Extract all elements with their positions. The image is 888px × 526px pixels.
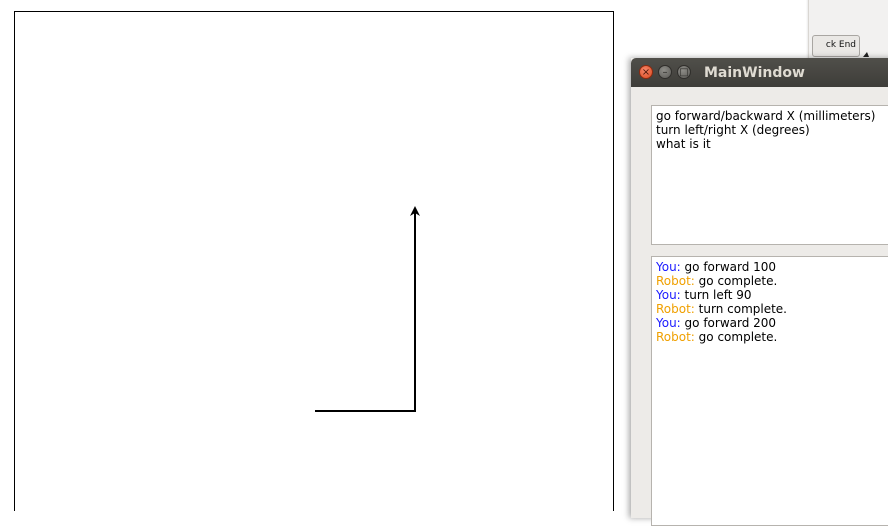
chat-log[interactable]: You: go forward 100 Robot: go complete. Yo… [651,256,888,526]
background-button-label: ck End [825,40,856,50]
chat-speaker: You: [656,260,681,274]
chat-message: go complete. [694,330,778,344]
chat-message: go forward 100 [680,260,777,274]
chat-message: turn left 90 [680,288,752,302]
background-window: ck End [808,0,888,60]
chat-message: go complete. [694,274,778,288]
title-bar[interactable]: × – □ MainWindow [631,58,888,87]
help-line: what is it [656,137,711,151]
chat-speaker: You: [656,316,681,330]
chat-line: Robot: turn complete. [656,302,888,316]
background-window-button[interactable]: ck End [812,35,860,57]
chat-speaker: Robot: [656,302,695,316]
chat-line: Robot: go complete. [656,274,888,288]
help-line: turn left/right X (degrees) [656,123,810,137]
chat-message: go forward 200 [680,316,777,330]
chat-line: You: go forward 100 [656,260,888,274]
minimize-icon[interactable]: – [658,65,672,79]
robot-path-line [315,206,420,412]
maximize-icon[interactable]: □ [677,65,691,79]
mouse-cursor-icon [863,52,869,57]
chat-line: You: turn left 90 [656,288,888,302]
chat-speaker: You: [656,288,681,302]
help-line: go forward/backward X (millimeters) [656,109,876,123]
chat-line: You: go forward 200 [656,316,888,330]
close-icon[interactable]: × [639,65,653,79]
command-help-textbox[interactable]: go forward/backward X (millimeters) turn … [651,105,888,245]
robot-path-drawing [315,206,420,412]
drawing-canvas [14,11,614,511]
window-shadow [806,0,809,60]
window-title: MainWindow [704,65,805,81]
chat-line: Robot: go complete. [656,330,888,344]
main-window: × – □ MainWindow go forward/backward X (… [631,58,888,526]
chat-speaker: Robot: [656,274,695,288]
chat-message: turn complete. [694,302,787,316]
chat-speaker: Robot: [656,330,695,344]
